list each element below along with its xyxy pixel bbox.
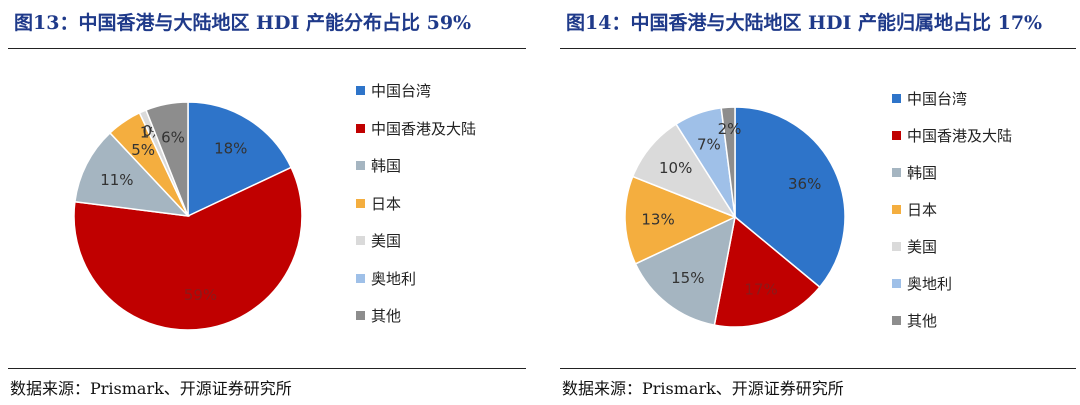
pie-data-label-6: 6%: [161, 129, 185, 147]
pie-data-label-1: 59%: [184, 286, 217, 304]
legend-label: 美国: [907, 238, 938, 256]
legend-swatch: [892, 279, 901, 288]
legend-label: 其他: [907, 312, 938, 330]
legend-label: 中国台湾: [371, 82, 432, 101]
legend-swatch: [892, 94, 901, 103]
pie-data-label-2: 15%: [671, 269, 704, 287]
legend-swatch: [356, 273, 365, 283]
legend-label: 中国台湾: [907, 90, 968, 108]
chart-title: 图13：中国香港与大陆地区 HDI 产能分布占比 59%: [14, 12, 472, 34]
legend-item-4: 美国: [356, 222, 476, 260]
legend-swatch: [356, 311, 365, 321]
legend-item-6: 其他: [892, 302, 1012, 339]
legend-swatch: [356, 86, 365, 96]
legend-label: 中国香港及大陆: [371, 119, 477, 138]
legend-item-2: 韩国: [892, 154, 1012, 191]
legend-label: 奥地利: [371, 269, 417, 288]
legend-swatch: [356, 236, 365, 246]
chart-title: 图14：中国香港与大陆地区 HDI 产能归属地占比 17%: [566, 12, 1043, 34]
legend-swatch: [892, 205, 901, 214]
pie-chart: 18%59%11%5%1%0%6%: [73, 101, 303, 331]
pie-data-label-6: 2%: [718, 120, 742, 138]
chart-panel-hdi-distribution: 图13：中国香港与大陆地区 HDI 产能分布占比 59% 18% 59% 11% 5%…: [0, 0, 530, 405]
legend-item-5: 奥地利: [892, 265, 1012, 302]
pie-data-label-4: 10%: [659, 159, 692, 177]
pie-slice-0: [734, 106, 846, 289]
legend-swatch: [356, 123, 365, 133]
pie-slice-0: [187, 101, 293, 218]
pie-slice-6: [145, 101, 189, 217]
title-divider: [8, 48, 526, 49]
legend-label: 其他: [371, 307, 402, 326]
pie-slice-1: [713, 215, 821, 328]
legend-item-4: 美国: [892, 228, 1012, 265]
pie-data-label-0: 36%: [788, 175, 821, 193]
pie-data-label-3: 13%: [641, 210, 674, 228]
source-note: 数据来源：Prismark、开源证券研究所: [10, 379, 292, 398]
pie-slice-6: [720, 106, 736, 218]
legend-label: 日本: [907, 201, 938, 219]
legend-label: 美国: [371, 232, 402, 251]
legend-item-3: 日本: [356, 185, 476, 223]
legend-swatch: [892, 242, 901, 251]
legend-swatch: [892, 168, 901, 177]
pie-data-label-1: 17%: [744, 280, 777, 298]
pie-slice-2: [634, 215, 737, 326]
legend-item-0: 中国台湾: [356, 72, 476, 110]
pie-slice-3: [624, 175, 737, 265]
legend-swatch: [892, 316, 901, 325]
legend-swatch: [356, 198, 365, 208]
source-divider: [8, 368, 526, 369]
source-note: 数据来源：Prismark、开源证券研究所: [562, 379, 844, 398]
legend-label: 韩国: [907, 164, 938, 182]
pie-slice-1: [73, 166, 303, 331]
legend-item-6: 其他: [356, 297, 476, 335]
legend-label: 日本: [371, 194, 402, 213]
pie-data-label-3: 5%: [131, 141, 155, 159]
legend-swatch: [892, 131, 901, 140]
legend-item-1: 中国香港及大陆: [892, 117, 1012, 154]
chart-panel-hdi-ownership: 图14：中国香港与大陆地区 HDI 产能归属地占比 17% 36% 17% 15% 1…: [552, 0, 1080, 405]
legend-item-1: 中国香港及大陆: [356, 110, 476, 148]
chart-legend: 中国台湾中国香港及大陆 韩国日本美国奥地利其他: [892, 80, 1012, 339]
pie-chart: 36% 17% 15% 13% 10% 7%2%: [624, 106, 846, 328]
legend-item-2: 韩国: [356, 147, 476, 185]
title-divider: [560, 48, 1076, 49]
legend-label: 奥地利: [907, 275, 953, 293]
legend-label: 韩国: [371, 157, 402, 176]
pie-data-label-2: 11%: [100, 171, 133, 189]
legend-swatch: [356, 161, 365, 171]
legend-item-5: 奥地利: [356, 260, 476, 298]
legend-item-0: 中国台湾: [892, 80, 1012, 117]
chart-legend: 中国台湾中国香港及大陆 韩国日本美国奥地利其他: [356, 72, 476, 335]
pie-slice-2: [74, 131, 190, 218]
pie-data-label-0: 18%: [214, 140, 247, 158]
source-divider: [560, 368, 1076, 369]
legend-item-3: 日本: [892, 191, 1012, 228]
legend-label: 中国香港及大陆: [907, 127, 1013, 145]
pie-data-label-5: 7%: [697, 136, 721, 154]
